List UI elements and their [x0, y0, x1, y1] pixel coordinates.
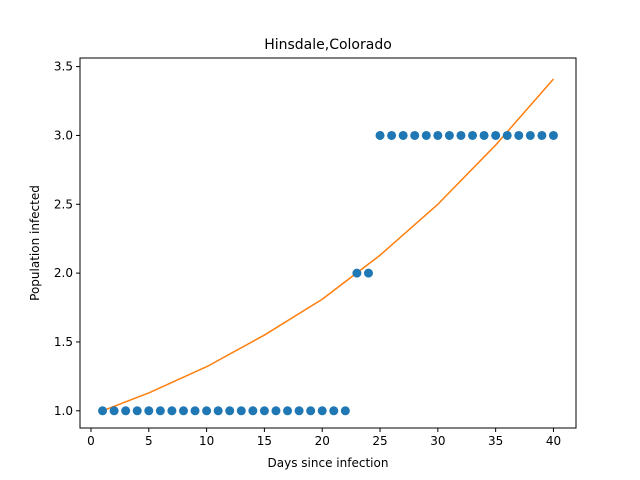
y-tick-label: 2.5 [54, 197, 73, 211]
x-tick-label: 15 [257, 434, 272, 448]
data-point [525, 130, 535, 140]
data-point [98, 406, 108, 416]
y-axis-label: Population infected [28, 185, 42, 301]
data-point [329, 406, 339, 416]
data-point [514, 130, 524, 140]
plot-frame [79, 57, 577, 429]
x-tick-label: 0 [87, 434, 95, 448]
data-point [121, 406, 131, 416]
x-tick-label: 5 [145, 434, 153, 448]
data-point [155, 406, 165, 416]
data-point [433, 130, 443, 140]
data-point [479, 130, 489, 140]
data-point [167, 406, 177, 416]
data-point [132, 406, 142, 416]
y-tick-label: 2.0 [54, 266, 73, 280]
chart-title: Hinsdale,Colorado [264, 37, 392, 53]
y-tick-label: 1.0 [54, 404, 73, 418]
data-point [109, 406, 119, 416]
data-point [444, 130, 454, 140]
data-point [363, 268, 373, 278]
y-tick-label: 3.5 [54, 60, 73, 74]
data-point [259, 406, 269, 416]
data-point [283, 406, 293, 416]
data-point [144, 406, 154, 416]
data-point [387, 130, 397, 140]
data-point [317, 406, 327, 416]
axis-layer: 0 5 10 15 20 25 30 35 40 1.0 1.5 2.0 2.5 3.0 3.5 [54, 60, 561, 448]
data-point [398, 130, 408, 140]
data-point [537, 130, 547, 140]
data-point [236, 406, 246, 416]
data-point [271, 406, 281, 416]
x-axis-label: Days since infection [268, 456, 389, 470]
data-point [306, 406, 316, 416]
data-point [456, 130, 466, 140]
data-point [352, 268, 362, 278]
plot-layer [98, 78, 558, 416]
data-point [225, 406, 235, 416]
data-point [213, 406, 223, 416]
data-point [421, 130, 431, 140]
data-point [178, 406, 188, 416]
x-tick-label: 40 [546, 434, 561, 448]
data-point [190, 406, 200, 416]
x-tick-label: 10 [199, 434, 214, 448]
x-tick-label: 20 [315, 434, 330, 448]
data-point [202, 406, 212, 416]
data-point [468, 130, 478, 140]
data-point [548, 130, 558, 140]
x-tick-label: 25 [372, 434, 387, 448]
fit-curve [102, 78, 555, 412]
data-point [502, 130, 512, 140]
data-point [248, 406, 258, 416]
y-tick-label: 1.5 [54, 335, 73, 349]
data-point [294, 406, 304, 416]
data-point [340, 406, 350, 416]
x-tick-label: 30 [430, 434, 445, 448]
y-tick-label: 3.0 [54, 128, 73, 142]
data-point [491, 130, 501, 140]
data-point [410, 130, 420, 140]
x-tick-label: 35 [488, 434, 503, 448]
data-point [375, 130, 385, 140]
